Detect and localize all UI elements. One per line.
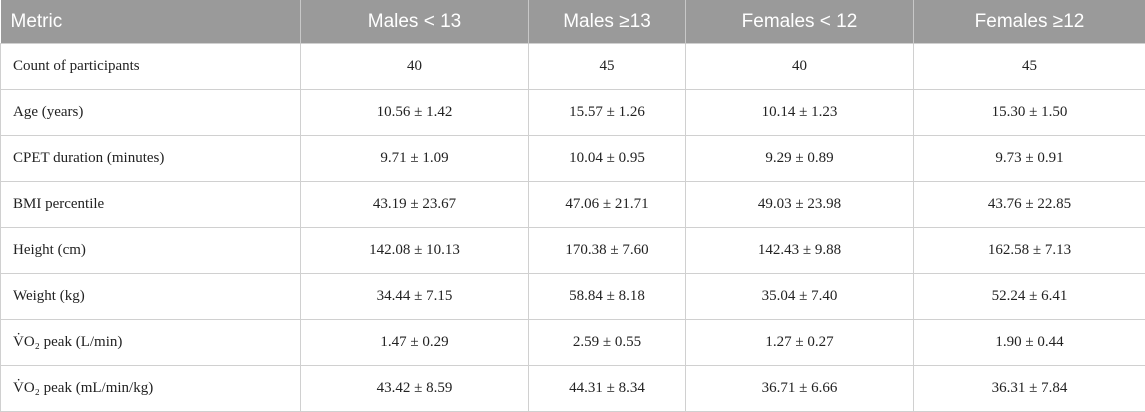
value-cell: 44.31 ± 8.34 bbox=[529, 366, 686, 412]
value-cell: 2.59 ± 0.55 bbox=[529, 320, 686, 366]
value-cell: 43.19 ± 23.67 bbox=[301, 182, 529, 228]
value-cell: 45 bbox=[914, 44, 1145, 90]
metric-cell: V̇O₂ peak (mL/min/kg) bbox=[1, 366, 301, 412]
value-cell: 1.47 ± 0.29 bbox=[301, 320, 529, 366]
value-cell: 1.27 ± 0.27 bbox=[686, 320, 914, 366]
value-cell: 43.42 ± 8.59 bbox=[301, 366, 529, 412]
value-cell: 40 bbox=[301, 44, 529, 90]
value-cell: 40 bbox=[686, 44, 914, 90]
value-cell: 34.44 ± 7.15 bbox=[301, 274, 529, 320]
value-cell: 10.14 ± 1.23 bbox=[686, 90, 914, 136]
value-cell: 15.57 ± 1.26 bbox=[529, 90, 686, 136]
value-cell: 36.31 ± 7.84 bbox=[914, 366, 1145, 412]
header-cell: Females ≥12 bbox=[914, 0, 1145, 44]
value-cell: 10.56 ± 1.42 bbox=[301, 90, 529, 136]
metric-cell: Weight (kg) bbox=[1, 274, 301, 320]
metric-cell: CPET duration (minutes) bbox=[1, 136, 301, 182]
metric-cell: Height (cm) bbox=[1, 228, 301, 274]
value-cell: 36.71 ± 6.66 bbox=[686, 366, 914, 412]
value-cell: 9.71 ± 1.09 bbox=[301, 136, 529, 182]
header-cell: Males ≥13 bbox=[529, 0, 686, 44]
header-cell: Metric bbox=[1, 0, 301, 44]
value-cell: 170.38 ± 7.60 bbox=[529, 228, 686, 274]
metric-cell: Age (years) bbox=[1, 90, 301, 136]
value-cell: 47.06 ± 21.71 bbox=[529, 182, 686, 228]
value-cell: 9.29 ± 0.89 bbox=[686, 136, 914, 182]
value-cell: 35.04 ± 7.40 bbox=[686, 274, 914, 320]
value-cell: 142.43 ± 9.88 bbox=[686, 228, 914, 274]
value-cell: 15.30 ± 1.50 bbox=[914, 90, 1145, 136]
metric-cell: V̇O₂ peak (L/min) bbox=[1, 320, 301, 366]
value-cell: 1.90 ± 0.44 bbox=[914, 320, 1145, 366]
value-cell: 10.04 ± 0.95 bbox=[529, 136, 686, 182]
header-cell: Males < 13 bbox=[301, 0, 529, 44]
value-cell: 49.03 ± 23.98 bbox=[686, 182, 914, 228]
value-cell: 45 bbox=[529, 44, 686, 90]
metric-cell: Count of participants bbox=[1, 44, 301, 90]
value-cell: 58.84 ± 8.18 bbox=[529, 274, 686, 320]
value-cell: 52.24 ± 6.41 bbox=[914, 274, 1145, 320]
value-cell: 43.76 ± 22.85 bbox=[914, 182, 1145, 228]
value-cell: 9.73 ± 0.91 bbox=[914, 136, 1145, 182]
value-cell: 162.58 ± 7.13 bbox=[914, 228, 1145, 274]
metric-cell: BMI percentile bbox=[1, 182, 301, 228]
value-cell: 142.08 ± 10.13 bbox=[301, 228, 529, 274]
header-cell: Females < 12 bbox=[686, 0, 914, 44]
